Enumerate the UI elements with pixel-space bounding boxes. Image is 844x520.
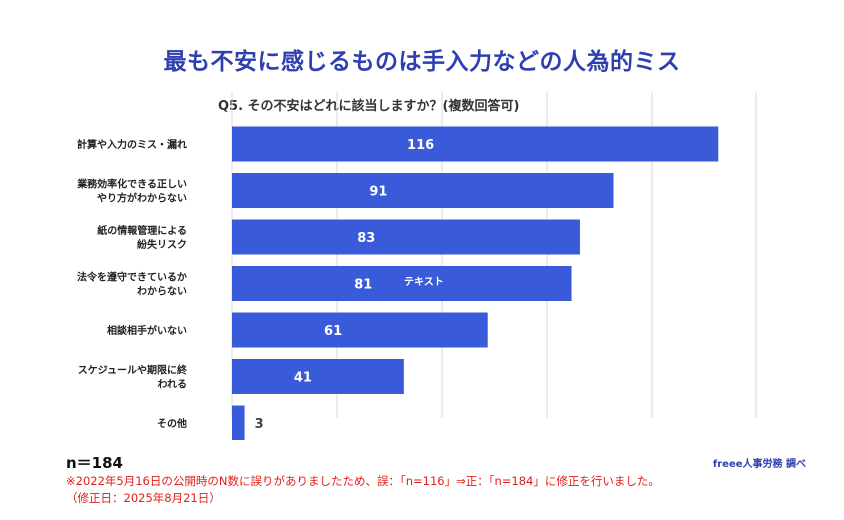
category-label-line: その他 [157, 417, 187, 430]
overlay-text: テキスト [404, 277, 444, 288]
category-label: その他 [157, 417, 187, 430]
value-label: 61 [324, 324, 342, 339]
bar [232, 312, 488, 348]
bar-chart: 116 計算や入力のミス・漏れ 91 業務効率化できる正しいやり方がわからない 83 紙の… [76, 92, 757, 440]
value-label: 116 [407, 138, 434, 153]
category-label-line: 計算や入力のミス・漏れ [77, 138, 187, 151]
correction-note-line2: （修正日：2025年8月21日） [66, 491, 221, 505]
category-label: 相談相手がいない [107, 324, 187, 337]
category-label: 紙の情報管理による紛失リスク [97, 224, 187, 251]
category-label-line: やり方がわからない [97, 192, 187, 205]
bar [232, 359, 404, 394]
value-label: 81 [354, 278, 372, 293]
category-label: 法令を遵守できているかわからない [77, 271, 187, 298]
category-label-line: 業務効率化できる正しい [76, 178, 187, 191]
bar [232, 126, 719, 162]
category-label-line: 相談相手がいない [107, 324, 187, 337]
sample-size: n＝184 [66, 454, 123, 472]
value-label: 83 [357, 231, 375, 246]
correction-note-line1: ※2022年5月16日の公開時のN数に誤りがありましたため、誤：「n=116」⇒… [66, 474, 660, 488]
page-title: 最も不安に感じるものは手入力などの人為的ミス [163, 49, 681, 75]
bar [232, 266, 572, 301]
value-label: 3 [255, 417, 264, 432]
value-label: 41 [294, 371, 312, 386]
category-label: スケジュールや期限に終われる [78, 364, 188, 391]
category-label: 計算や入力のミス・漏れ [77, 138, 187, 151]
category-label-line: わからない [137, 286, 187, 298]
source-label: freee人事労務 調べ [712, 459, 806, 470]
bar [232, 173, 614, 208]
category-label-line: われる [158, 379, 188, 391]
category-label-line: 法令を遵守できているか [77, 271, 187, 284]
category-label-line: 紙の情報管理による [97, 224, 187, 237]
chart-title: Q5. その不安はどれに該当しますか？(複数回答可) [218, 99, 520, 114]
category-label-line: スケジュールや期限に終 [78, 364, 188, 377]
correction-note: ※2022年5月16日の公開時のN数に誤りがありましたため、誤：「n=116」⇒… [66, 473, 826, 507]
value-label: 91 [369, 185, 387, 200]
bar [232, 219, 580, 255]
bar [232, 405, 245, 440]
category-label: 業務効率化できる正しいやり方がわからない [76, 178, 187, 205]
category-label-line: 紛失リスク [137, 238, 187, 251]
